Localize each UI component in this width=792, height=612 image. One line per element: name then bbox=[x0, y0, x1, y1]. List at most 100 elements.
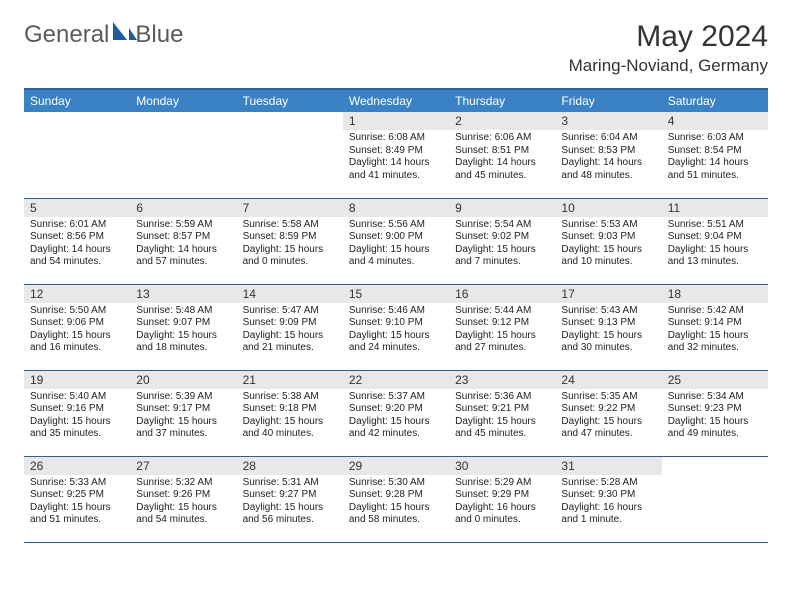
daylight-line-2: and 13 minutes. bbox=[668, 256, 762, 269]
calendar-cell: 26Sunrise: 5:33 AMSunset: 9:25 PMDayligh… bbox=[24, 456, 130, 542]
weekday-header: Friday bbox=[555, 89, 661, 112]
day-number: 27 bbox=[130, 457, 236, 475]
day-number: 14 bbox=[237, 285, 343, 303]
daylight-line-1: Daylight: 15 hours bbox=[349, 244, 443, 257]
daylight-line-2: and 57 minutes. bbox=[136, 256, 230, 269]
daylight-line-2: and 40 minutes. bbox=[243, 428, 337, 441]
daylight-line-1: Daylight: 16 hours bbox=[455, 502, 549, 515]
calendar-cell: 20Sunrise: 5:39 AMSunset: 9:17 PMDayligh… bbox=[130, 370, 236, 456]
weekday-header: Tuesday bbox=[237, 89, 343, 112]
sunset-line: Sunset: 8:57 PM bbox=[136, 231, 230, 244]
day-number: 20 bbox=[130, 371, 236, 389]
daylight-line-2: and 58 minutes. bbox=[349, 514, 443, 527]
weekday-header: Thursday bbox=[449, 89, 555, 112]
day-number: 4 bbox=[662, 112, 768, 130]
sunset-line: Sunset: 9:03 PM bbox=[561, 231, 655, 244]
day-details: Sunrise: 5:39 AMSunset: 9:17 PMDaylight:… bbox=[130, 389, 236, 445]
calendar-cell: 21Sunrise: 5:38 AMSunset: 9:18 PMDayligh… bbox=[237, 370, 343, 456]
calendar-cell: 31Sunrise: 5:28 AMSunset: 9:30 PMDayligh… bbox=[555, 456, 661, 542]
sunset-line: Sunset: 8:59 PM bbox=[243, 231, 337, 244]
daylight-line-1: Daylight: 15 hours bbox=[243, 416, 337, 429]
daylight-line-1: Daylight: 15 hours bbox=[349, 502, 443, 515]
logo-text-general: General bbox=[24, 21, 109, 49]
day-details: Sunrise: 5:33 AMSunset: 9:25 PMDaylight:… bbox=[24, 475, 130, 531]
day-details: Sunrise: 5:31 AMSunset: 9:27 PMDaylight:… bbox=[237, 475, 343, 531]
day-number: 30 bbox=[449, 457, 555, 475]
calendar-cell: 3Sunrise: 6:04 AMSunset: 8:53 PMDaylight… bbox=[555, 112, 661, 198]
calendar-body: 1Sunrise: 6:08 AMSunset: 8:49 PMDaylight… bbox=[24, 112, 768, 542]
sunset-line: Sunset: 9:20 PM bbox=[349, 403, 443, 416]
sunrise-line: Sunrise: 5:54 AM bbox=[455, 219, 549, 232]
day-number: 6 bbox=[130, 199, 236, 217]
calendar-cell: 9Sunrise: 5:54 AMSunset: 9:02 PMDaylight… bbox=[449, 198, 555, 284]
day-number: 28 bbox=[237, 457, 343, 475]
daylight-line-1: Daylight: 15 hours bbox=[349, 416, 443, 429]
sunrise-line: Sunrise: 5:44 AM bbox=[455, 305, 549, 318]
daylight-line-1: Daylight: 15 hours bbox=[136, 502, 230, 515]
sunset-line: Sunset: 9:06 PM bbox=[30, 317, 124, 330]
sunset-line: Sunset: 9:00 PM bbox=[349, 231, 443, 244]
sunset-line: Sunset: 9:26 PM bbox=[136, 489, 230, 502]
sunrise-line: Sunrise: 6:04 AM bbox=[561, 132, 655, 145]
calendar-cell: 8Sunrise: 5:56 AMSunset: 9:00 PMDaylight… bbox=[343, 198, 449, 284]
sunrise-line: Sunrise: 5:28 AM bbox=[561, 477, 655, 490]
sunset-line: Sunset: 9:23 PM bbox=[668, 403, 762, 416]
daylight-line-1: Daylight: 14 hours bbox=[30, 244, 124, 257]
daylight-line-2: and 30 minutes. bbox=[561, 342, 655, 355]
sunset-line: Sunset: 9:17 PM bbox=[136, 403, 230, 416]
calendar-cell: 14Sunrise: 5:47 AMSunset: 9:09 PMDayligh… bbox=[237, 284, 343, 370]
calendar-week-row: 19Sunrise: 5:40 AMSunset: 9:16 PMDayligh… bbox=[24, 370, 768, 456]
sunset-line: Sunset: 9:09 PM bbox=[243, 317, 337, 330]
calendar-cell: 23Sunrise: 5:36 AMSunset: 9:21 PMDayligh… bbox=[449, 370, 555, 456]
day-number: 8 bbox=[343, 199, 449, 217]
title-block: May 2024 Maring-Noviand, Germany bbox=[569, 20, 768, 76]
day-number bbox=[662, 457, 768, 475]
daylight-line-2: and 4 minutes. bbox=[349, 256, 443, 269]
month-title: May 2024 bbox=[569, 20, 768, 54]
sunset-line: Sunset: 8:51 PM bbox=[455, 145, 549, 158]
day-number: 25 bbox=[662, 371, 768, 389]
day-details: Sunrise: 5:50 AMSunset: 9:06 PMDaylight:… bbox=[24, 303, 130, 359]
sunset-line: Sunset: 9:16 PM bbox=[30, 403, 124, 416]
daylight-line-2: and 7 minutes. bbox=[455, 256, 549, 269]
sunset-line: Sunset: 9:27 PM bbox=[243, 489, 337, 502]
calendar-cell: 29Sunrise: 5:30 AMSunset: 9:28 PMDayligh… bbox=[343, 456, 449, 542]
day-number: 24 bbox=[555, 371, 661, 389]
day-details bbox=[130, 130, 236, 136]
day-number: 29 bbox=[343, 457, 449, 475]
sunset-line: Sunset: 8:54 PM bbox=[668, 145, 762, 158]
calendar-header-row: SundayMondayTuesdayWednesdayThursdayFrid… bbox=[24, 89, 768, 112]
calendar-week-row: 5Sunrise: 6:01 AMSunset: 8:56 PMDaylight… bbox=[24, 198, 768, 284]
daylight-line-2: and 48 minutes. bbox=[561, 170, 655, 183]
sunrise-line: Sunrise: 5:38 AM bbox=[243, 391, 337, 404]
daylight-line-1: Daylight: 14 hours bbox=[349, 157, 443, 170]
calendar-week-row: 1Sunrise: 6:08 AMSunset: 8:49 PMDaylight… bbox=[24, 112, 768, 198]
daylight-line-2: and 27 minutes. bbox=[455, 342, 549, 355]
calendar-cell: 12Sunrise: 5:50 AMSunset: 9:06 PMDayligh… bbox=[24, 284, 130, 370]
day-number bbox=[130, 112, 236, 130]
sunrise-line: Sunrise: 5:50 AM bbox=[30, 305, 124, 318]
calendar-cell: 13Sunrise: 5:48 AMSunset: 9:07 PMDayligh… bbox=[130, 284, 236, 370]
day-number: 16 bbox=[449, 285, 555, 303]
day-details: Sunrise: 5:32 AMSunset: 9:26 PMDaylight:… bbox=[130, 475, 236, 531]
daylight-line-1: Daylight: 15 hours bbox=[243, 502, 337, 515]
daylight-line-2: and 37 minutes. bbox=[136, 428, 230, 441]
sunrise-line: Sunrise: 5:32 AM bbox=[136, 477, 230, 490]
daylight-line-2: and 21 minutes. bbox=[243, 342, 337, 355]
daylight-line-2: and 0 minutes. bbox=[243, 256, 337, 269]
sunrise-line: Sunrise: 5:46 AM bbox=[349, 305, 443, 318]
calendar-cell: 1Sunrise: 6:08 AMSunset: 8:49 PMDaylight… bbox=[343, 112, 449, 198]
daylight-line-2: and 18 minutes. bbox=[136, 342, 230, 355]
daylight-line-2: and 54 minutes. bbox=[136, 514, 230, 527]
sunset-line: Sunset: 9:25 PM bbox=[30, 489, 124, 502]
day-details: Sunrise: 5:58 AMSunset: 8:59 PMDaylight:… bbox=[237, 217, 343, 273]
day-number: 5 bbox=[24, 199, 130, 217]
sunset-line: Sunset: 9:28 PM bbox=[349, 489, 443, 502]
daylight-line-2: and 45 minutes. bbox=[455, 428, 549, 441]
day-number: 2 bbox=[449, 112, 555, 130]
weekday-header: Monday bbox=[130, 89, 236, 112]
sunrise-line: Sunrise: 5:58 AM bbox=[243, 219, 337, 232]
daylight-line-2: and 24 minutes. bbox=[349, 342, 443, 355]
calendar-cell: 25Sunrise: 5:34 AMSunset: 9:23 PMDayligh… bbox=[662, 370, 768, 456]
daylight-line-1: Daylight: 15 hours bbox=[243, 244, 337, 257]
